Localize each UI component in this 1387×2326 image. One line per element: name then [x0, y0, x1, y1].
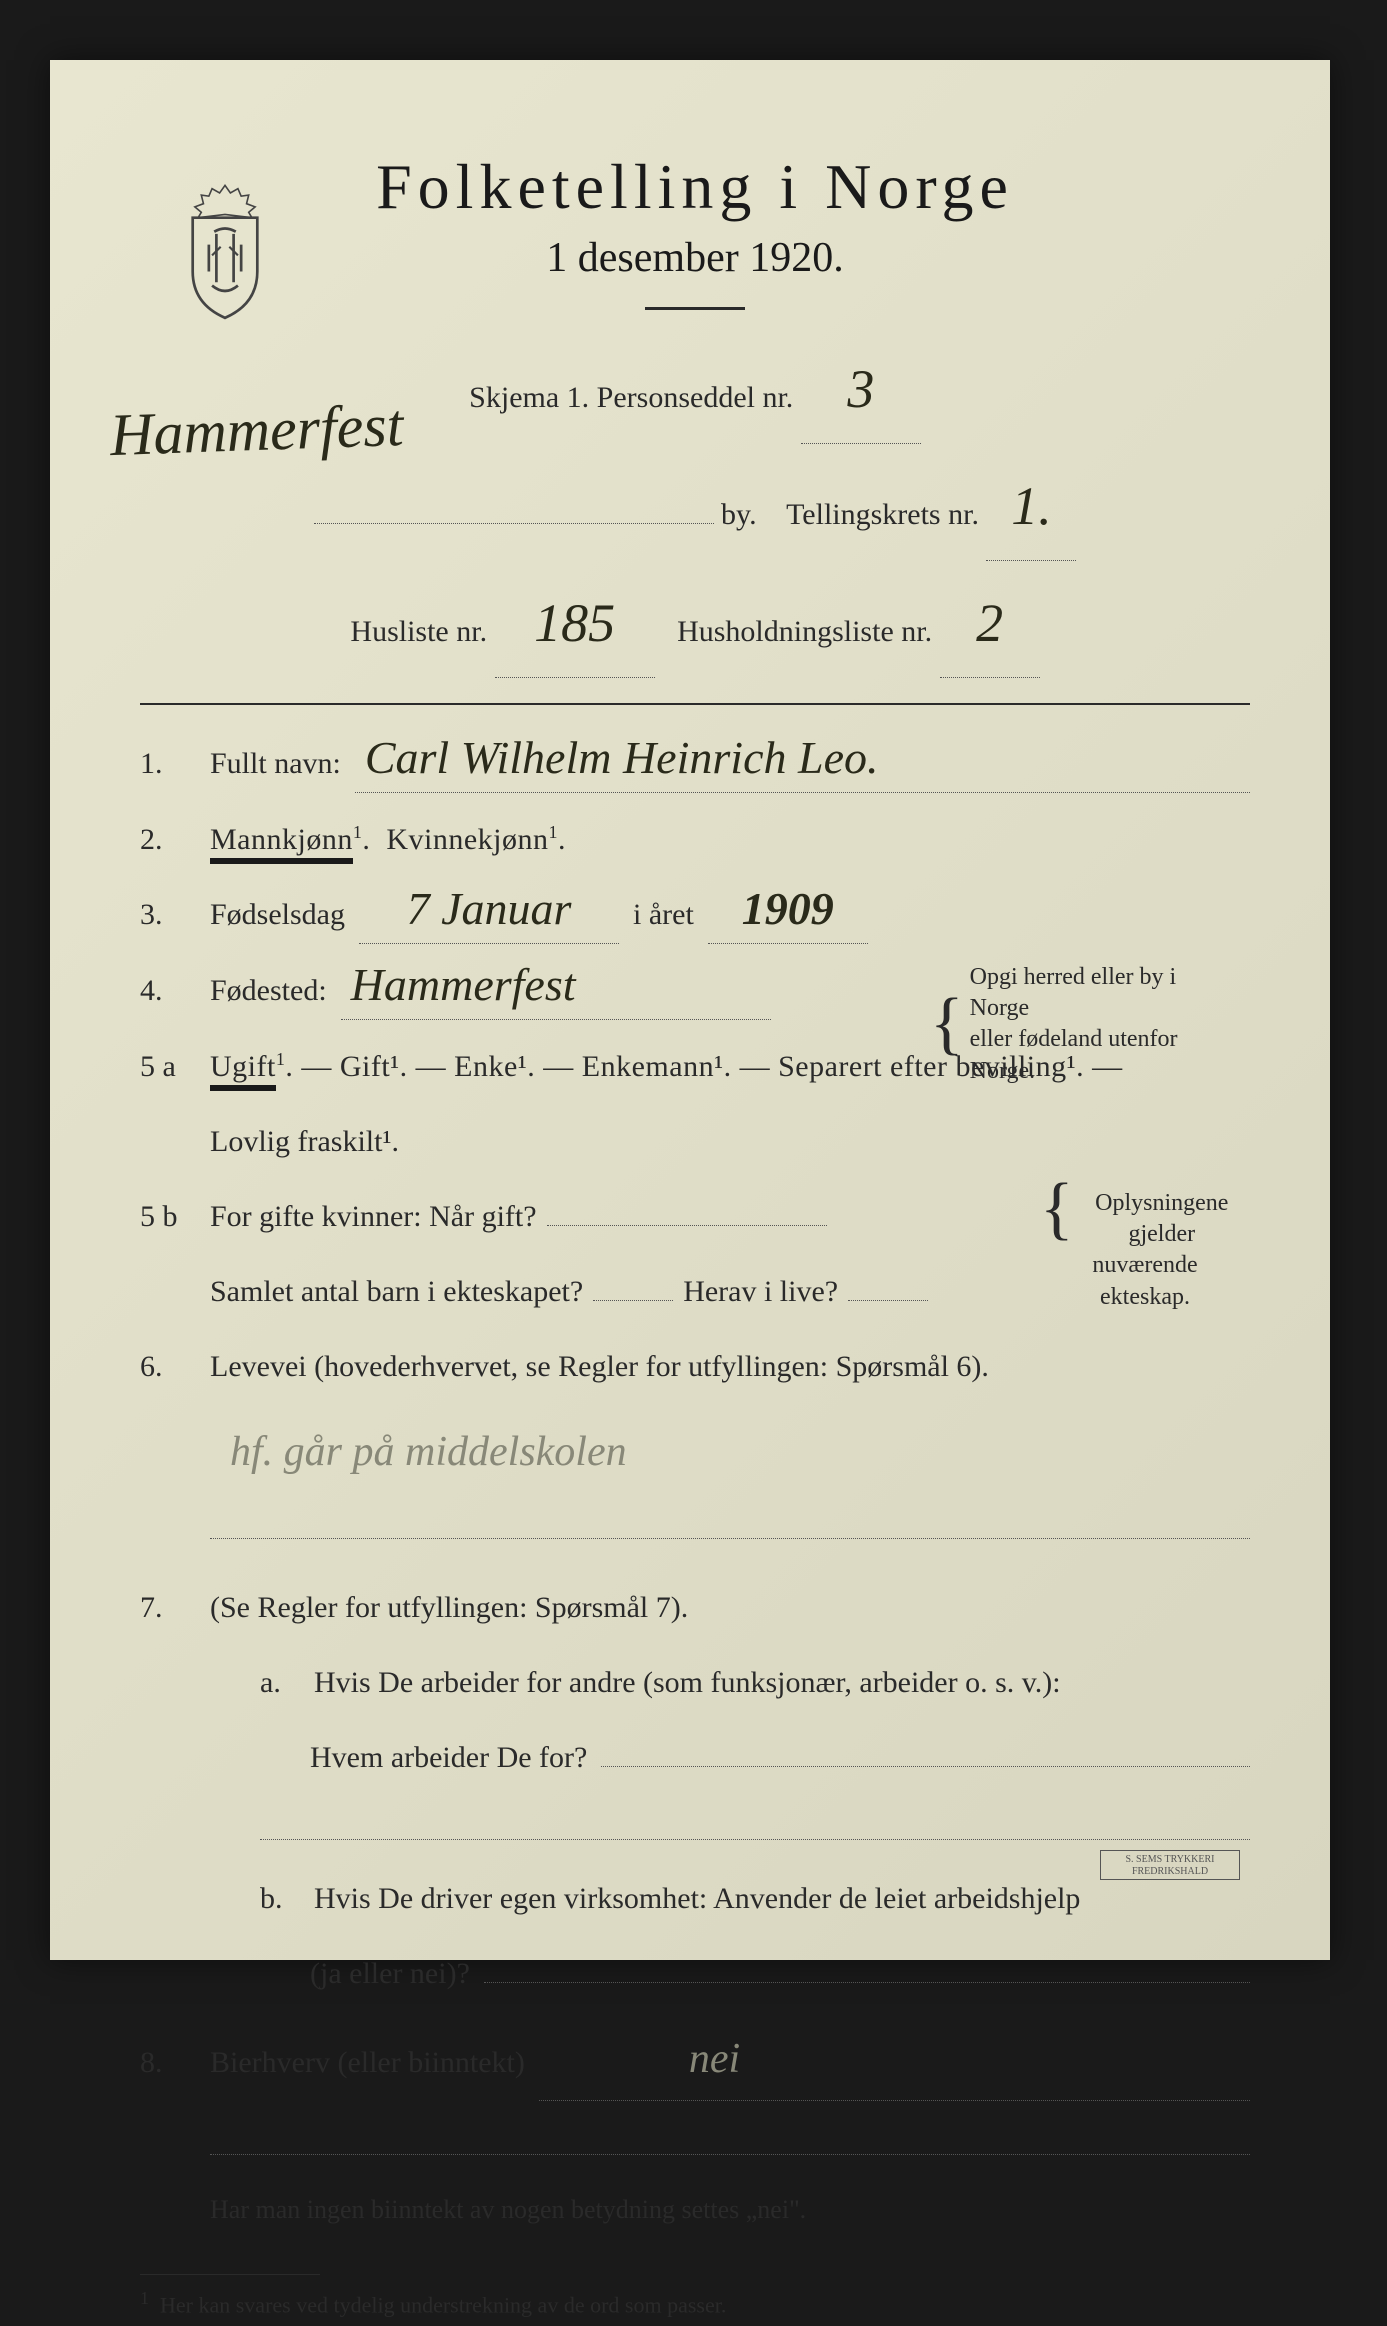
q3-label: Fødselsdag [210, 886, 345, 943]
tellingskrets-nr: 1. [1011, 476, 1052, 536]
q7b-l2: (ja eller nei)? [310, 1945, 470, 2002]
q4-label: Fødested: [210, 962, 327, 1019]
form-body: 1. Fullt navn: Carl Wilhelm Heinrich Leo… [140, 735, 1250, 2326]
q8-label: Bierhverv (eller biinntekt) [210, 2034, 525, 2091]
q8-row: 8. Bierhverv (eller biinntekt) nei [140, 2020, 1250, 2101]
page-subtitle: 1 desember 1920. [140, 234, 1250, 282]
q6-num: 6. [140, 1338, 196, 1395]
section-divider [140, 703, 1250, 705]
q5b-l1: For gifte kvinner: Når gift? [210, 1188, 537, 1245]
q7a-l1: Hvis De arbeider for andre (som funksjon… [314, 1654, 1061, 1711]
husholdning-label: Husholdningsliste nr. [677, 615, 932, 648]
brace-icon-2: { [1040, 1188, 1074, 1230]
q3-num: 3. [140, 886, 196, 943]
q2-mann: Mannkjønn [210, 823, 353, 864]
q5b-num: 5 b [140, 1188, 196, 1245]
q2-kvinne: Kvinnekjønn [386, 823, 548, 856]
q5b-l2a: Samlet antal barn i ekteskapet? [210, 1263, 583, 1320]
q1-label: Fullt navn: [210, 735, 341, 792]
q5a-num: 5 a [140, 1038, 196, 1095]
q7-num: 7. [140, 1579, 196, 1636]
q8-value: nei [689, 2036, 740, 2082]
q3-day: 7 Januar [407, 883, 572, 934]
q7b-num: b. [260, 1870, 300, 1927]
header: Folketelling i Norge 1 desember 1920. [140, 150, 1250, 310]
q2-row: 2. Mannkjønn1. Kvinnekjønn1. [140, 811, 1250, 868]
q5b-note-l3: ekteskap. [1100, 1284, 1190, 1310]
printer-mark: S. SEMS TRYKKERI FREDRIKSHALD [1100, 1850, 1240, 1880]
q7a-num: a. [260, 1654, 300, 1711]
q3-mid: i året [633, 886, 694, 943]
q7-row: 7. (Se Regler for utfyllingen: Spørsmål … [140, 1579, 1250, 1636]
coat-of-arms-icon [170, 180, 280, 320]
q4-value: Hammerfest [351, 959, 576, 1010]
footnote: 1 Her kan svares ved tydelig understrekn… [140, 2281, 1250, 2326]
q5b-l2b: Herav i live? [683, 1263, 838, 1320]
q6-value: hf. går på middelskolen [230, 1429, 627, 1475]
schema-label: Skjema 1. Personseddel nr. [469, 381, 793, 414]
footnote-rule [140, 2274, 320, 2275]
q4-num: 4. [140, 962, 196, 1019]
q4-note-l1: Opgi herred eller by i Norge [970, 964, 1177, 1021]
q1-value: Carl Wilhelm Heinrich Leo. [365, 732, 879, 783]
census-form-page: Folketelling i Norge 1 desember 1920. Ha… [50, 60, 1330, 1960]
q1-num: 1. [140, 735, 196, 792]
q3-year: 1909 [742, 883, 834, 934]
q1-row: 1. Fullt navn: Carl Wilhelm Heinrich Leo… [140, 735, 1250, 793]
q4-row: 4. Fødested: Hammerfest { Opgi herred el… [140, 962, 1250, 1020]
q6-row: 6. Levevei (hovederhvervet, se Regler fo… [140, 1338, 1250, 1395]
by-label: by. [721, 498, 757, 531]
q5b-row: 5 b For gifte kvinner: Når gift? Samlet … [140, 1188, 1250, 1320]
husholdning-nr: 2 [976, 593, 1003, 653]
q6-label: Levevei (hovederhvervet, se Regler for u… [210, 1338, 989, 1395]
personseddel-nr: 3 [847, 359, 874, 419]
title-divider [645, 307, 745, 310]
brace-icon: { [930, 1003, 964, 1045]
q5a-cont: Lovlig fraskilt¹. [210, 1113, 1250, 1170]
note-8: Har man ingen biinntekt av nogen betydni… [210, 2185, 1250, 2234]
q5b-note-l1: Oplysningene [1095, 1190, 1228, 1216]
meta-block: Hammerfest Skjema 1. Personseddel nr. 3 … [140, 335, 1250, 678]
q5a-ugift: Ugift [210, 1050, 276, 1091]
q5b-note-l2: gjelder nuværende [1092, 1221, 1197, 1278]
q7b-l1: Hvis De driver egen virksomhet: Anvender… [314, 1870, 1080, 1927]
city-handwritten: Hammerfest [108, 365, 405, 495]
q7a-l2: Hvem arbeider De for? [310, 1729, 587, 1786]
q2-num: 2. [140, 811, 196, 868]
tellingskrets-label: Tellingskrets nr. [786, 498, 979, 531]
page-title: Folketelling i Norge [140, 150, 1250, 224]
husliste-nr: 185 [534, 593, 615, 653]
q8-num: 8. [140, 2034, 196, 2091]
q3-row: 3. Fødselsdag 7 Januar i året 1909 [140, 886, 1250, 944]
husliste-label: Husliste nr. [350, 615, 487, 648]
q7-label: (Se Regler for utfyllingen: Spørsmål 7). [210, 1579, 688, 1636]
q4-note-l2: eller fødeland utenfor Norge. [970, 1026, 1178, 1083]
q7a-row: a. Hvis De arbeider for andre (som funks… [260, 1654, 1250, 1711]
